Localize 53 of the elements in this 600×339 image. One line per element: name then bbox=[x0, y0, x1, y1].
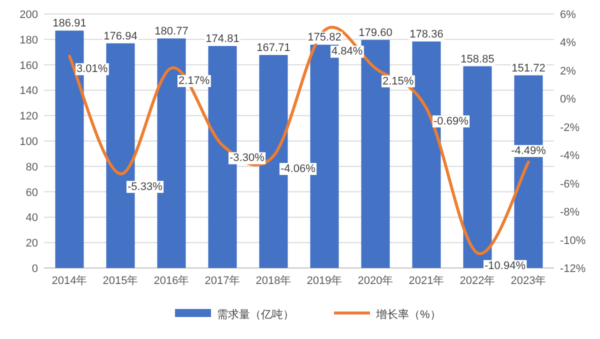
y2-tick-label: 4% bbox=[560, 37, 576, 50]
data-label: 2.15% bbox=[382, 75, 414, 88]
data-label: -3.30% bbox=[230, 152, 265, 164]
y-tick-label: 140 bbox=[20, 85, 38, 98]
x-tick-label: 2020年 bbox=[358, 275, 394, 287]
data-label: -4.06% bbox=[280, 162, 316, 175]
data-label: -0.69% bbox=[434, 115, 469, 128]
y2-tick-label: -12% bbox=[560, 263, 586, 275]
legend-label: 需求量（亿吨） bbox=[217, 308, 294, 321]
legend-label: 增长率（%） bbox=[375, 308, 441, 321]
data-label: 179.60 bbox=[358, 26, 392, 39]
y-tick-label: 40 bbox=[26, 212, 38, 224]
data-label: -10.94% bbox=[484, 260, 526, 272]
data-label: 186.91 bbox=[52, 18, 86, 30]
x-tick-label: 2021年 bbox=[408, 275, 444, 287]
x-tick-label: 2014年 bbox=[52, 275, 88, 287]
x-tick-label: 2023年 bbox=[510, 275, 546, 287]
data-label: -5.33% bbox=[128, 180, 163, 193]
y2-tick-label: -2% bbox=[560, 122, 580, 134]
y2-tick-label: 2% bbox=[560, 65, 576, 78]
data-label: 175.82 bbox=[308, 32, 342, 44]
data-label: 167.71 bbox=[256, 42, 290, 54]
data-label: 174.81 bbox=[206, 32, 240, 45]
data-label: 3.01% bbox=[76, 63, 108, 76]
y-tick-label: 20 bbox=[26, 238, 38, 250]
data-label: -4.49% bbox=[511, 145, 546, 158]
y-tick-label: 120 bbox=[20, 110, 38, 123]
y2-tick-label: 6% bbox=[560, 9, 576, 21]
y2-tick-label: -8% bbox=[560, 206, 580, 219]
x-tick-label: 2022年 bbox=[460, 275, 496, 287]
x-tick-label: 2016年 bbox=[154, 275, 190, 287]
data-label: 180.77 bbox=[154, 25, 188, 38]
data-label: 4.84% bbox=[332, 46, 363, 58]
y2-tick-label: -10% bbox=[560, 234, 586, 247]
y2-tick-label: 0% bbox=[560, 94, 576, 106]
data-label: 176.94 bbox=[104, 30, 138, 42]
y-tick-label: 0 bbox=[32, 263, 38, 275]
y-tick-label: 200 bbox=[20, 9, 38, 21]
data-label: 178.36 bbox=[410, 28, 444, 40]
y-tick-label: 160 bbox=[20, 60, 38, 72]
data-label: 158.85 bbox=[460, 53, 494, 66]
x-tick-label: 2017年 bbox=[204, 275, 240, 287]
y-tick-label: 180 bbox=[20, 34, 38, 46]
data-label: 151.72 bbox=[512, 62, 546, 74]
x-tick-label: 2019年 bbox=[306, 275, 342, 287]
y-tick-label: 80 bbox=[26, 161, 38, 174]
y2-tick-label: -6% bbox=[560, 178, 580, 190]
y2-tick-label: -4% bbox=[560, 150, 580, 162]
y-tick-label: 100 bbox=[20, 136, 38, 148]
x-tick-label: 2015年 bbox=[102, 275, 138, 287]
data-label: 2.17% bbox=[178, 75, 210, 88]
x-tick-label: 2018年 bbox=[256, 275, 292, 287]
y-tick-label: 60 bbox=[26, 186, 38, 199]
